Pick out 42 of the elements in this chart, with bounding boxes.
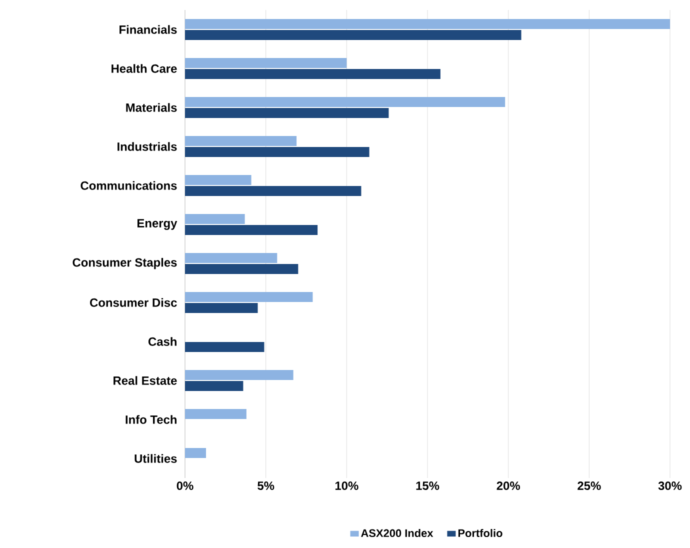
y-tick-label: Health Care	[112, 64, 177, 73]
bar	[185, 264, 298, 274]
bar	[185, 175, 252, 186]
bar	[185, 409, 246, 420]
legend-label: ASX200 Index	[361, 528, 434, 538]
bar	[185, 19, 670, 29]
y-tick-label: Financials	[120, 25, 177, 34]
y-tick-label: Real Estate	[114, 376, 177, 385]
y-tick-label: Consumer Staples	[72, 258, 177, 270]
y-tick-label: Consumer Disc	[90, 298, 177, 307]
y-tick-label: Communications	[80, 181, 177, 190]
y-tick-label: Utilities	[134, 454, 177, 463]
bar	[185, 58, 347, 68]
bar	[185, 292, 313, 302]
x-tick-label: 0%	[176, 482, 194, 490]
bar	[185, 214, 245, 224]
y-tick-label: Cash	[148, 337, 176, 346]
bar	[185, 69, 440, 79]
bar	[185, 108, 389, 118]
y-tick-label: Materials	[126, 103, 177, 112]
x-tick-label: 20%	[496, 482, 520, 490]
bar	[185, 30, 522, 40]
bar	[185, 303, 258, 314]
y-tick-label: Energy	[137, 219, 178, 230]
x-tick-label: 15%	[416, 482, 440, 490]
bar	[185, 147, 370, 158]
x-tick-label: 30%	[658, 482, 682, 490]
bar	[185, 225, 318, 236]
bar	[185, 381, 244, 392]
legend-label: Portfolio	[458, 528, 502, 538]
x-tick-label: 5%	[258, 482, 274, 490]
bar	[185, 97, 506, 107]
bar	[185, 136, 297, 146]
x-tick-label: 25%	[578, 482, 601, 490]
bar	[185, 253, 278, 264]
bar	[185, 448, 206, 458]
bar	[185, 186, 362, 196]
y-tick-label: Industrials	[118, 142, 177, 151]
bar	[185, 370, 294, 380]
bar	[185, 342, 264, 352]
y-tick-label: Info Tech	[126, 415, 176, 424]
x-tick-label: 10%	[335, 482, 358, 490]
